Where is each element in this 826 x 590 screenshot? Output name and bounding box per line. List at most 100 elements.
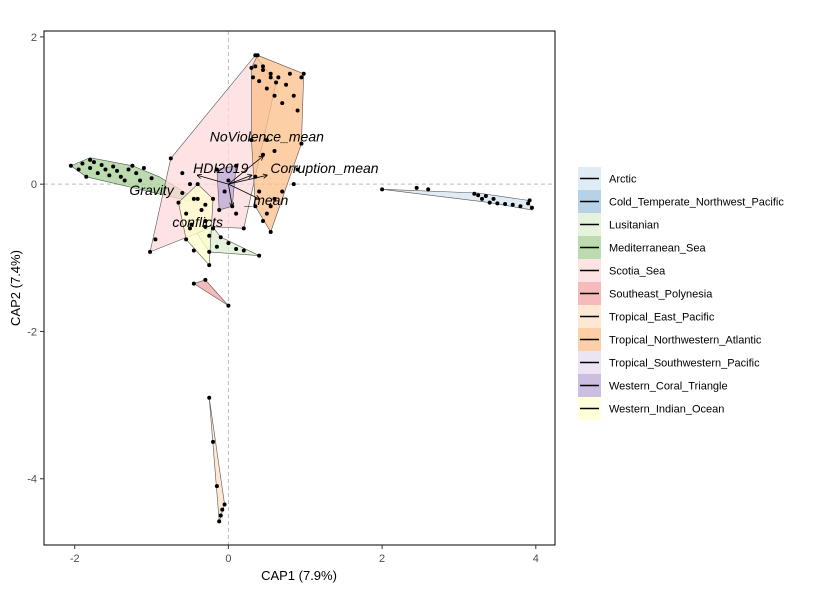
data-point-tropical-east-pacific-4 — [220, 507, 225, 512]
data-point-tropical-northwestern-atlantic-21 — [272, 196, 277, 201]
data-point-tropical-northwestern-atlantic-8 — [272, 93, 277, 98]
data-point-arctic-2 — [426, 187, 431, 192]
x-tick-label: 4 — [533, 553, 539, 565]
data-point-mediterranean-sea-16 — [149, 176, 154, 181]
plot-panel-border — [43, 30, 556, 546]
y-tick-label: 0 — [31, 179, 37, 191]
data-point-tropical-northwestern-atlantic-4 — [257, 79, 262, 84]
data-point-arctic-8 — [491, 196, 496, 201]
data-point-tropical-northwestern-atlantic-16 — [301, 71, 306, 76]
data-point-western-indian-ocean-0 — [176, 200, 181, 205]
legend: Arctic Cold_Temperate_Northwest_Pacific Lu… — [578, 167, 784, 420]
data-point-tropical-northwestern-atlantic-12 — [287, 71, 292, 76]
data-point-mediterranean-sea-18 — [99, 163, 104, 168]
data-point-mediterranean-sea-15 — [141, 165, 146, 170]
vector-label-4: conflicts — [172, 214, 223, 230]
data-point-tropical-northwestern-atlantic-5 — [261, 68, 265, 73]
data-point-western-indian-ocean-3 — [195, 182, 200, 187]
data-point-tropical-northwestern-atlantic-17 — [299, 141, 304, 146]
data-point-lusitanian-0 — [189, 222, 194, 227]
data-point-tropical-northwestern-atlantic-14 — [295, 108, 300, 113]
data-point-western-indian-ocean-7 — [211, 196, 216, 201]
vector-arrow-0 — [228, 156, 263, 185]
data-point-lusitanian-5 — [234, 246, 239, 251]
data-point-scotia-sea-5 — [195, 196, 200, 201]
data-point-tropical-northwestern-atlantic-30 — [264, 137, 269, 142]
data-point-tropical-northwestern-atlantic-25 — [268, 230, 273, 235]
data-point-western-indian-ocean-1 — [184, 211, 189, 216]
data-point-mediterranean-sea-11 — [118, 174, 123, 179]
data-point-tropical-northwestern-atlantic-10 — [280, 101, 285, 106]
data-point-tropical-northwestern-atlantic-18 — [295, 167, 300, 172]
data-point-scotia-sea-0 — [148, 249, 153, 254]
data-point-mediterranean-sea-1 — [76, 167, 81, 172]
data-point-tropical-northwestern-atlantic-15 — [299, 75, 304, 80]
data-point-scotia-sea-8 — [261, 64, 265, 69]
data-point-tropical-east-pacific-3 — [222, 502, 227, 507]
legend-label-1: Cold_Temperate_Northwest_Pacific — [609, 197, 784, 209]
data-point-tropical-northwestern-atlantic-9 — [276, 75, 281, 80]
data-point-mediterranean-sea-0 — [68, 163, 73, 168]
data-point-scotia-sea-10 — [274, 80, 279, 85]
data-point-scotia-sea-9 — [268, 75, 273, 80]
data-point-tropical-northwestern-atlantic-26 — [253, 204, 258, 209]
legend-label-3: Mediterranean_Sea — [609, 243, 707, 255]
data-point-tropical-east-pacific-1 — [211, 439, 216, 444]
legend-label-4: Scotia_Sea — [609, 266, 666, 278]
legend-label-0: Arctic — [609, 174, 637, 186]
data-point-tropical-northwestern-atlantic-24 — [261, 218, 265, 223]
data-point-mediterranean-sea-12 — [126, 167, 131, 172]
data-point-mediterranean-sea-10 — [115, 168, 119, 173]
data-point-tropical-east-pacific-2 — [214, 484, 219, 489]
data-point-western-indian-ocean-5 — [203, 218, 208, 223]
data-point-mediterranean-sea-20 — [138, 178, 143, 183]
data-point-arctic-15 — [527, 198, 532, 203]
data-point-lusitanian-2 — [211, 226, 216, 231]
plot-area: NoViolence_mean Corruption_mean HDI2019 Gra… — [44, 31, 555, 545]
data-point-arctic-11 — [510, 202, 515, 207]
data-point-western-indian-ocean-2 — [188, 226, 192, 231]
data-point-mediterranean-sea-2 — [80, 161, 85, 166]
hull-arctic — [382, 189, 533, 211]
data-point-tropical-northwestern-atlantic-7 — [268, 71, 273, 76]
data-point-lusitanian-8 — [207, 249, 212, 254]
x-axis-label: CAP1 (7.9%) — [261, 568, 337, 583]
data-point-mediterranean-sea-13 — [130, 163, 135, 168]
legend-label-8: Tropical_Southwestern_Pacific — [609, 358, 760, 370]
data-point-tropical-northwestern-atlantic-6 — [264, 86, 269, 91]
data-point-tropical-northwestern-atlantic-32 — [272, 149, 277, 154]
data-point-lusitanian-4 — [226, 241, 231, 246]
hull-tropical-east-pacific — [208, 397, 225, 522]
data-point-tropical-northwestern-atlantic-11 — [284, 82, 289, 87]
data-point-mediterranean-sea-9 — [111, 164, 116, 169]
x-tick-label: -2 — [70, 553, 80, 565]
data-point-arctic-9 — [495, 201, 500, 206]
data-point-arctic-3 — [472, 191, 477, 196]
data-point-mediterranean-sea-7 — [103, 167, 108, 172]
data-point-western-indian-ocean-10 — [191, 248, 196, 253]
data-point-scotia-sea-2 — [168, 156, 173, 161]
hull-southeast-polynesia — [193, 279, 229, 306]
vector-arrow-5 — [228, 183, 259, 199]
data-point-mediterranean-sea-23 — [203, 202, 208, 207]
data-point-lusitanian-3 — [218, 235, 223, 240]
data-point-mediterranean-sea-5 — [91, 160, 96, 165]
x-tick-label: 2 — [379, 553, 385, 565]
data-point-lusitanian-9 — [214, 244, 219, 249]
data-point-tropical-northwestern-atlantic-29 — [249, 137, 254, 142]
data-point-western-coral-triangle-0 — [214, 167, 219, 172]
legend-label-5: Southeast_Polynesia — [609, 289, 713, 301]
data-point-arctic-6 — [483, 193, 488, 198]
data-point-tropical-northwestern-atlantic-1 — [251, 75, 256, 80]
data-point-tropical-northwestern-atlantic-27 — [257, 189, 262, 194]
vector-label-1: Corruption_mean — [270, 160, 378, 176]
data-point-mediterranean-sea-6 — [95, 171, 100, 176]
data-point-tropical-northwestern-atlantic-22 — [268, 204, 273, 209]
data-point-mediterranean-sea-22 — [191, 196, 196, 201]
data-point-tropical-northwestern-atlantic-19 — [291, 182, 296, 187]
data-point-tropical-east-pacific-6 — [217, 519, 222, 524]
legend-label-9: Western_Coral_Triangle — [609, 381, 728, 393]
data-point-mediterranean-sea-21 — [180, 191, 185, 196]
data-point-tropical-northwestern-atlantic-3 — [255, 53, 260, 58]
